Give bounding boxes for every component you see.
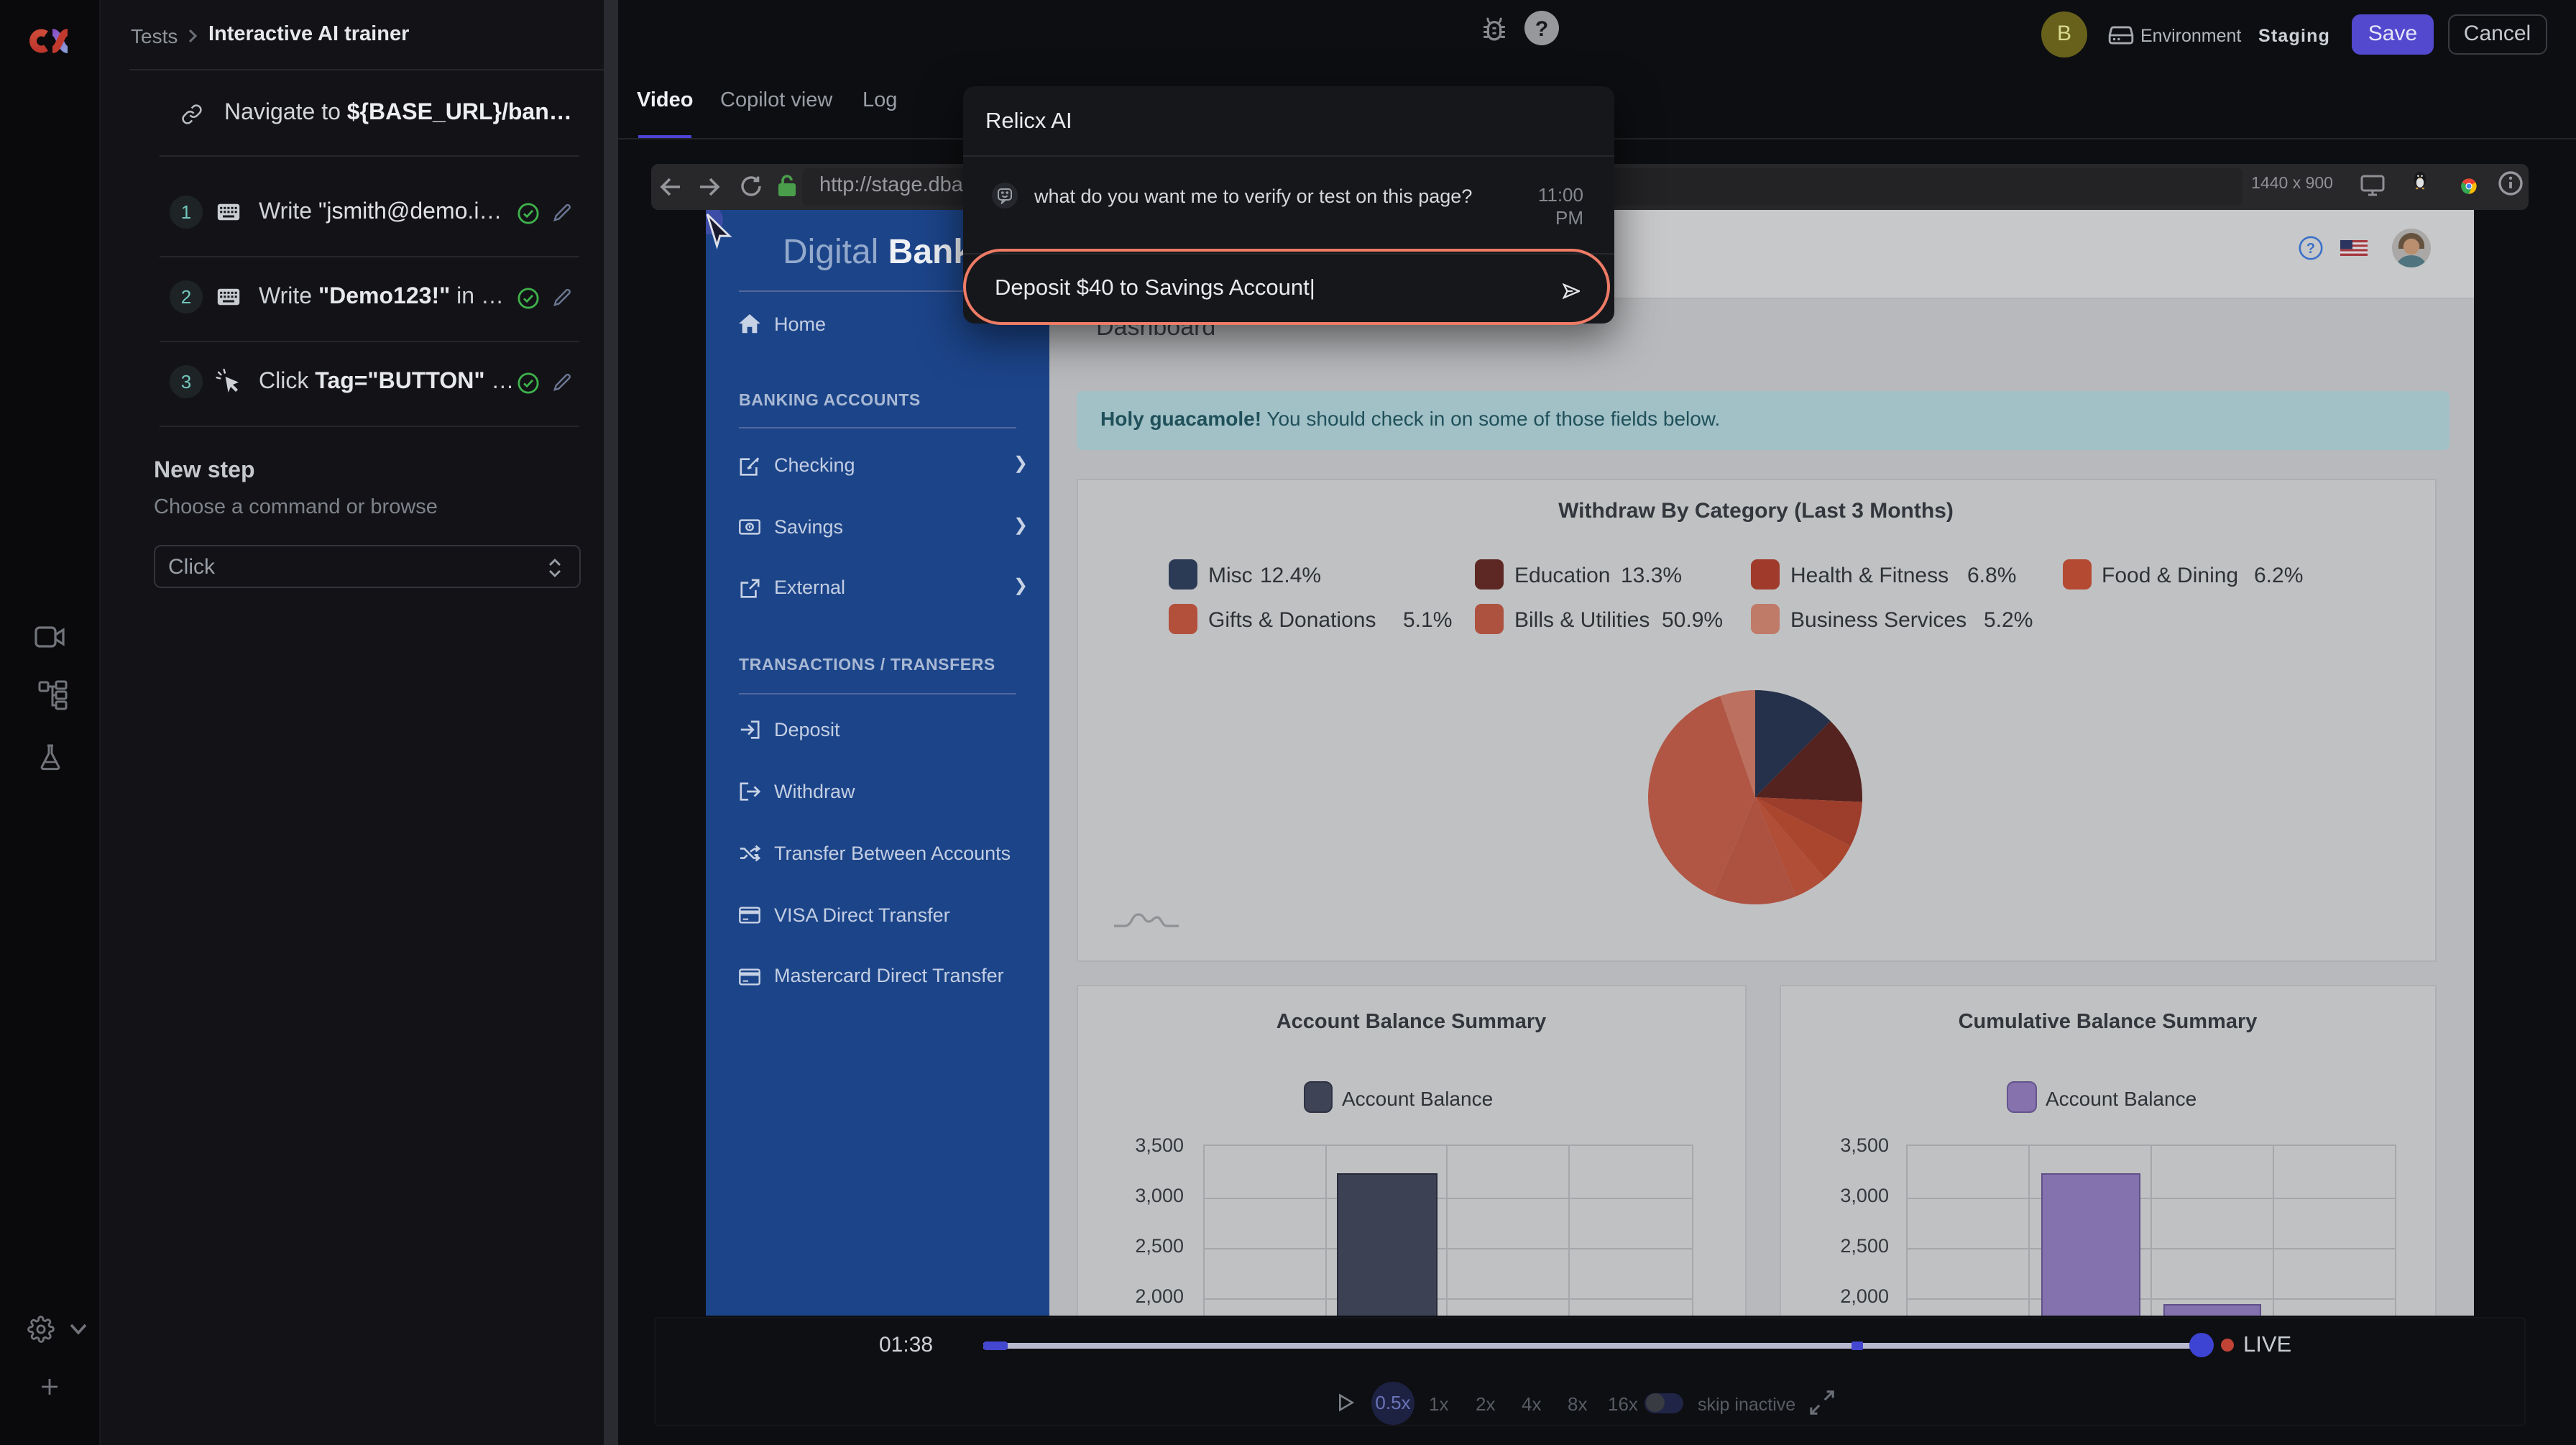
- svg-text:?: ?: [1535, 17, 1548, 41]
- svg-text:?: ?: [2306, 241, 2314, 257]
